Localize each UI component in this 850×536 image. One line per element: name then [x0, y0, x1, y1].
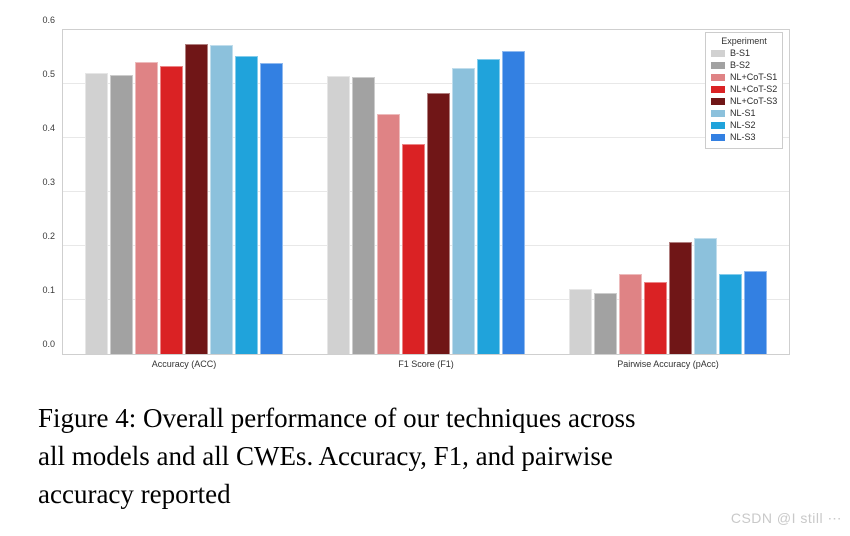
legend-swatch	[711, 73, 725, 81]
y-axis-tick-label: 0.2	[42, 231, 55, 241]
bar	[744, 271, 767, 354]
bar	[352, 76, 375, 354]
legend-swatch	[711, 85, 725, 93]
legend-label: NL+CoT-S2	[730, 84, 778, 94]
bar	[377, 114, 400, 354]
bar	[402, 143, 425, 354]
bar	[235, 55, 258, 354]
legend-label: B-S1	[730, 48, 751, 58]
bar	[594, 292, 617, 354]
gridline	[63, 245, 789, 246]
x-axis-label: Pairwise Accuracy (pAcc)	[617, 359, 719, 369]
y-axis-tick-label: 0.1	[42, 285, 55, 295]
legend-swatch	[711, 121, 725, 129]
legend-items: B-S1 B-S2 NL+CoT-S1 NL+CoT-S2 NL+CoT-S3 NL-S1…	[711, 48, 777, 142]
legend-item: NL+CoT-S1	[711, 72, 777, 82]
bar	[85, 73, 108, 354]
bar	[427, 92, 450, 354]
bar-chart-plot-area: 0.0 0.1 0.2 0.3 0.4 0.5 0.6 Accuracy (ACC) F1 S…	[42, 15, 790, 369]
bar	[452, 68, 475, 354]
bar	[719, 273, 742, 354]
legend-swatch	[711, 109, 725, 117]
bar	[327, 76, 350, 354]
legend-item: NL+CoT-S2	[711, 84, 777, 94]
bar	[185, 43, 208, 354]
gridline	[63, 83, 789, 84]
legend-item: NL+CoT-S3	[711, 96, 777, 106]
bar	[110, 74, 133, 354]
gridline	[63, 137, 789, 138]
bar	[260, 63, 283, 354]
bar	[502, 51, 525, 354]
figure-caption-line: accuracy reported	[38, 479, 231, 509]
bar	[669, 241, 692, 354]
bar	[160, 66, 183, 354]
bar	[619, 273, 642, 354]
legend-swatch	[711, 61, 725, 69]
legend-label: NL+CoT-S3	[730, 96, 778, 106]
legend-item: B-S2	[711, 60, 777, 70]
legend-label: NL-S3	[730, 132, 756, 142]
bar-group: Accuracy (ACC)	[63, 30, 305, 369]
bar-group: Pairwise Accuracy (pAcc)	[547, 30, 789, 369]
legend-title: Experiment	[721, 36, 767, 46]
legend-label: NL-S2	[730, 120, 756, 130]
legend-item: NL-S3	[711, 132, 777, 142]
legend-item: NL-S1	[711, 108, 777, 118]
y-axis-tick-label: 0.6	[42, 15, 55, 25]
figure-caption-line: all models and all CWEs. Accuracy, F1, a…	[38, 441, 613, 471]
gridline	[63, 191, 789, 192]
y-axis-tick-label: 0.5	[42, 69, 55, 79]
figure-caption: Figure 4: Overall performance of our tec…	[38, 399, 818, 513]
legend-swatch	[711, 49, 725, 57]
y-axis-tick-label: 0.3	[42, 177, 55, 187]
legend: Experiment B-S1 B-S2 NL+CoT-S1 NL+CoT-S2 NL+…	[705, 32, 783, 149]
legend-swatch	[711, 97, 725, 105]
x-axis-label: Accuracy (ACC)	[151, 359, 217, 369]
x-axis-label: F1 Score (F1)	[398, 359, 454, 369]
legend-item: NL-S2	[711, 120, 777, 130]
legend-label: NL+CoT-S1	[730, 72, 778, 82]
legend-label: NL-S1	[730, 108, 756, 118]
bar	[135, 62, 158, 354]
bar	[569, 289, 592, 354]
legend-item: B-S1	[711, 48, 777, 58]
y-axis-tick-label: 0.0	[42, 339, 55, 349]
figure-caption-line: Figure 4: Overall performance of our tec…	[38, 403, 636, 433]
csdn-watermark: CSDN @I still ⋯	[730, 510, 842, 526]
bar	[477, 58, 500, 354]
legend-label: B-S2	[730, 60, 751, 70]
y-axis-tick-label: 0.4	[42, 123, 55, 133]
bar-groups: Accuracy (ACC) F1 Score (F1) Pairwise Accu…	[63, 30, 789, 369]
legend-swatch	[711, 133, 725, 141]
bar	[210, 44, 233, 354]
bar	[694, 238, 717, 354]
gridline	[63, 299, 789, 300]
bar	[644, 281, 667, 354]
bar-group: F1 Score (F1)	[305, 30, 547, 369]
